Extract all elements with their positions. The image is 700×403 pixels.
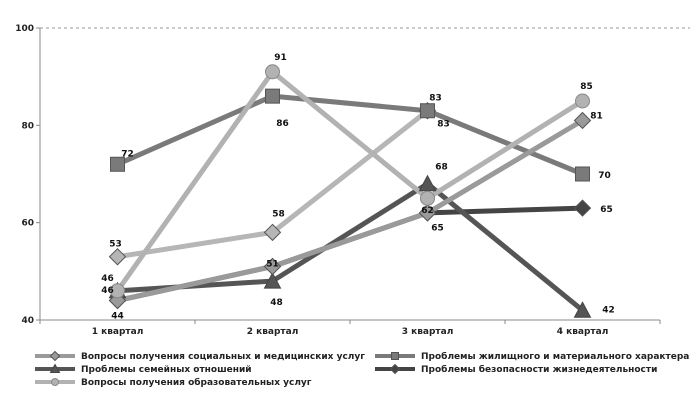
data-point	[575, 93, 590, 109]
legend-marker	[391, 352, 399, 360]
data-label: 46	[101, 274, 114, 284]
series-markers	[108, 64, 592, 318]
data-point	[573, 301, 592, 318]
data-point	[263, 272, 282, 289]
legend-label: Проблемы семейных отношений	[81, 364, 252, 375]
y-tick-label: 80	[21, 121, 34, 131]
data-label: 42	[602, 305, 615, 315]
legend-label: Вопросы получения образовательных услуг	[81, 377, 312, 388]
data-point	[573, 199, 592, 217]
data-label: 51	[266, 259, 279, 269]
legend-label: Вопросы получения социальных и медицинск…	[81, 352, 365, 362]
legend-marker	[389, 363, 401, 375]
series-lines	[115, 69, 585, 313]
y-tick-label: 60	[21, 219, 34, 229]
data-point	[418, 174, 437, 192]
axes: 40 60 80 100 1 квартал 2 квартал 3 квартал 4 кв…	[15, 24, 690, 337]
data-point	[263, 223, 282, 242]
data-label: 72	[121, 149, 134, 159]
data-point	[418, 204, 437, 222]
data-label: 62	[421, 206, 434, 216]
y-tick-label: 100	[15, 24, 34, 34]
series-line	[116, 118, 584, 303]
data-point	[265, 64, 280, 80]
data-point	[420, 190, 435, 206]
data-label: 81	[590, 111, 603, 121]
legend-label: Проблемы жилищного и материального харак…	[421, 351, 689, 362]
data-label: 83	[437, 120, 450, 130]
data-label: 46	[101, 286, 114, 296]
data-label: 85	[580, 82, 593, 92]
data-point	[110, 283, 125, 299]
data-label: 44	[111, 312, 124, 322]
legend-marker	[49, 350, 61, 362]
x-tick-label: 3 квартал	[402, 327, 454, 337]
data-point	[420, 103, 435, 119]
x-tick-label: 1 квартал	[92, 327, 144, 337]
data-label: 70	[598, 171, 611, 181]
series-line	[115, 69, 584, 293]
legend: Вопросы получения социальных и медицинск…	[35, 350, 689, 388]
data-label: 68	[435, 163, 448, 173]
data-label: 91	[274, 53, 287, 63]
data-label: 58	[272, 209, 285, 219]
data-label: 65	[431, 223, 444, 233]
data-label: 83	[429, 94, 442, 104]
data-label: 86	[276, 119, 289, 129]
legend-marker	[51, 378, 59, 386]
series-line	[116, 93, 584, 177]
data-point	[110, 156, 125, 172]
data-point	[573, 111, 592, 130]
legend-label: Проблемы безопасности жизнедеятельности	[421, 364, 657, 375]
x-tick-label: 4 квартал	[557, 327, 609, 337]
legend-marker	[49, 363, 61, 373]
data-labels: 44 51 62 81 72 86 83 70 46 48 68 42 65 46 91 65 85 53 58 83	[101, 53, 615, 322]
x-tick-label: 2 квартал	[247, 327, 299, 337]
data-point	[575, 166, 590, 182]
data-point	[265, 88, 280, 104]
data-label: 48	[270, 298, 283, 308]
data-point	[263, 257, 282, 276]
y-tick-label: 40	[21, 316, 34, 326]
data-label: 65	[600, 205, 613, 215]
data-point	[108, 248, 127, 266]
data-label: 53	[109, 240, 122, 250]
